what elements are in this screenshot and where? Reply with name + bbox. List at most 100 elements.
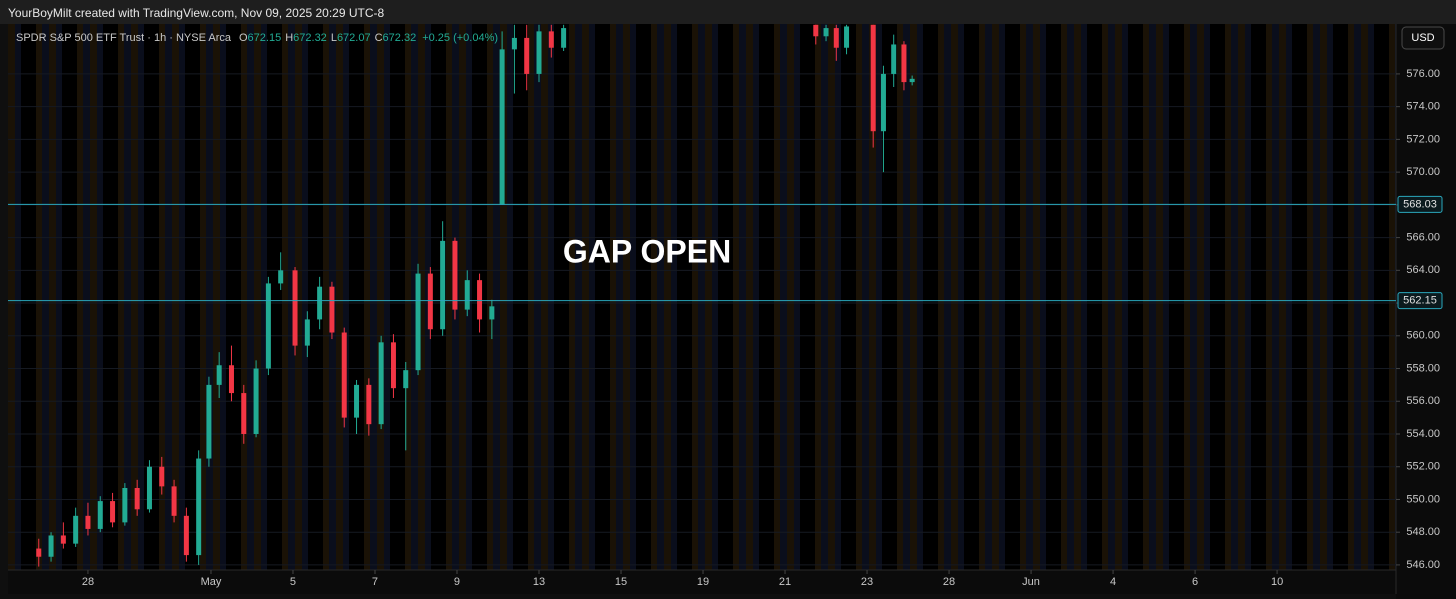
candle-body [292,270,298,346]
candle-body [403,370,409,389]
x-tick-label: 9 [454,576,460,588]
candle-body [440,240,446,330]
legend-key: C [375,32,383,44]
legend: SPDR S&P 500 ETF Trust · 1h · NYSE Arca … [16,32,498,44]
x-tick-label: 7 [372,576,378,588]
x-tick-label: 10 [1271,576,1283,588]
legend-value: 672.15 [248,32,282,44]
legend-change: +0.25 (+0.04%) [422,32,498,44]
currency-button[interactable] [1401,26,1445,50]
session-background [8,24,1396,570]
candle-body [548,31,554,48]
candle-body [499,49,505,205]
candle-body [228,365,234,394]
x-tick-label: Jun [1022,576,1040,588]
x-tick-label: 4 [1110,576,1116,588]
candle-body [452,240,458,310]
candle-body [813,24,819,37]
y-tick-label: 556.00 [1406,395,1440,407]
y-tick-label: 570.00 [1406,166,1440,178]
candle-body [415,273,421,371]
y-tick-label: 564.00 [1406,264,1440,276]
x-tick-label: 21 [779,576,791,588]
candle-body [206,384,212,459]
x-tick-label: 23 [861,576,873,588]
candle-body [536,31,542,74]
y-tick-label: 550.00 [1406,493,1440,505]
y-tick-label: 558.00 [1406,362,1440,374]
candle-body [159,466,165,487]
candle-body [183,515,189,556]
candle-body [844,26,850,48]
x-tick-label: 15 [615,576,627,588]
x-tick-label: May [201,576,222,588]
candle-body [317,286,323,320]
candle-body [134,488,140,510]
legend-key: O [239,32,248,44]
chart: SPDR S&P 500 ETF Trust · 1h · NYSE Arca … [8,24,1456,599]
candle-body [390,342,396,389]
candle-body [36,548,42,557]
level-label: 562.15 [1403,295,1437,307]
x-tick-label: 28 [82,576,94,588]
level-label-box [1397,292,1443,310]
y-tick-label: 566.00 [1406,231,1440,243]
candle-body [524,37,530,74]
candle-body [110,501,116,523]
candle-body [216,365,222,385]
y-tick-label: 552.00 [1406,461,1440,473]
candle-body [870,24,876,132]
candle-body [265,283,271,369]
candle-body [146,466,152,510]
level-label-box [1397,195,1443,213]
candle-body [477,280,483,320]
candle-body [304,319,310,346]
annotation: GAP OPEN [563,233,731,269]
legend-value: 672.32 [293,32,327,44]
candle-body [171,486,177,516]
candle-body [196,458,202,556]
y-tick-label: 576.00 [1406,68,1440,80]
price-axis-panel [1396,24,1456,599]
candle-body [241,393,247,434]
candle-body [511,37,517,50]
candle-body [85,515,91,529]
candle-body [464,280,470,310]
x-tick-label: 19 [697,576,709,588]
candle-body [354,384,360,418]
x-tick-label: 6 [1192,576,1198,588]
candle-body [253,368,259,434]
candle-body [378,342,384,425]
currency-label[interactable]: USD [1411,32,1434,44]
candle-body [880,73,886,132]
candle-body [901,44,907,83]
time-axis-panel [8,570,1396,594]
candle-body [341,332,347,418]
level-label: 568.03 [1403,198,1437,210]
x-tick-label: 28 [943,576,955,588]
y-tick-label: 546.00 [1406,559,1440,571]
candle-body [366,384,372,425]
legend-value: 672.32 [383,32,417,44]
header-title: YourBoyMilt created with TradingView.com… [0,0,1456,24]
y-tick-label: 574.00 [1406,101,1440,113]
candle-body [329,286,335,333]
y-tick-label: 548.00 [1406,526,1440,538]
candle-body [823,28,829,37]
candle-body [909,78,915,83]
candle-body [97,501,103,529]
symbol-label: SPDR S&P 500 ETF Trust · 1h · NYSE Arca [16,32,232,44]
candle-body [278,270,284,284]
legend-value: 672.07 [337,32,371,44]
legend-key: H [285,32,293,44]
candle-body [833,28,839,48]
candle-body [60,535,66,544]
candle-body [122,488,128,523]
x-tick-label: 13 [533,576,545,588]
x-tick-label: 5 [290,576,296,588]
candle-body [48,535,54,557]
legend-key: L [331,32,337,44]
candle-body [489,306,495,320]
candle-body [427,273,433,330]
